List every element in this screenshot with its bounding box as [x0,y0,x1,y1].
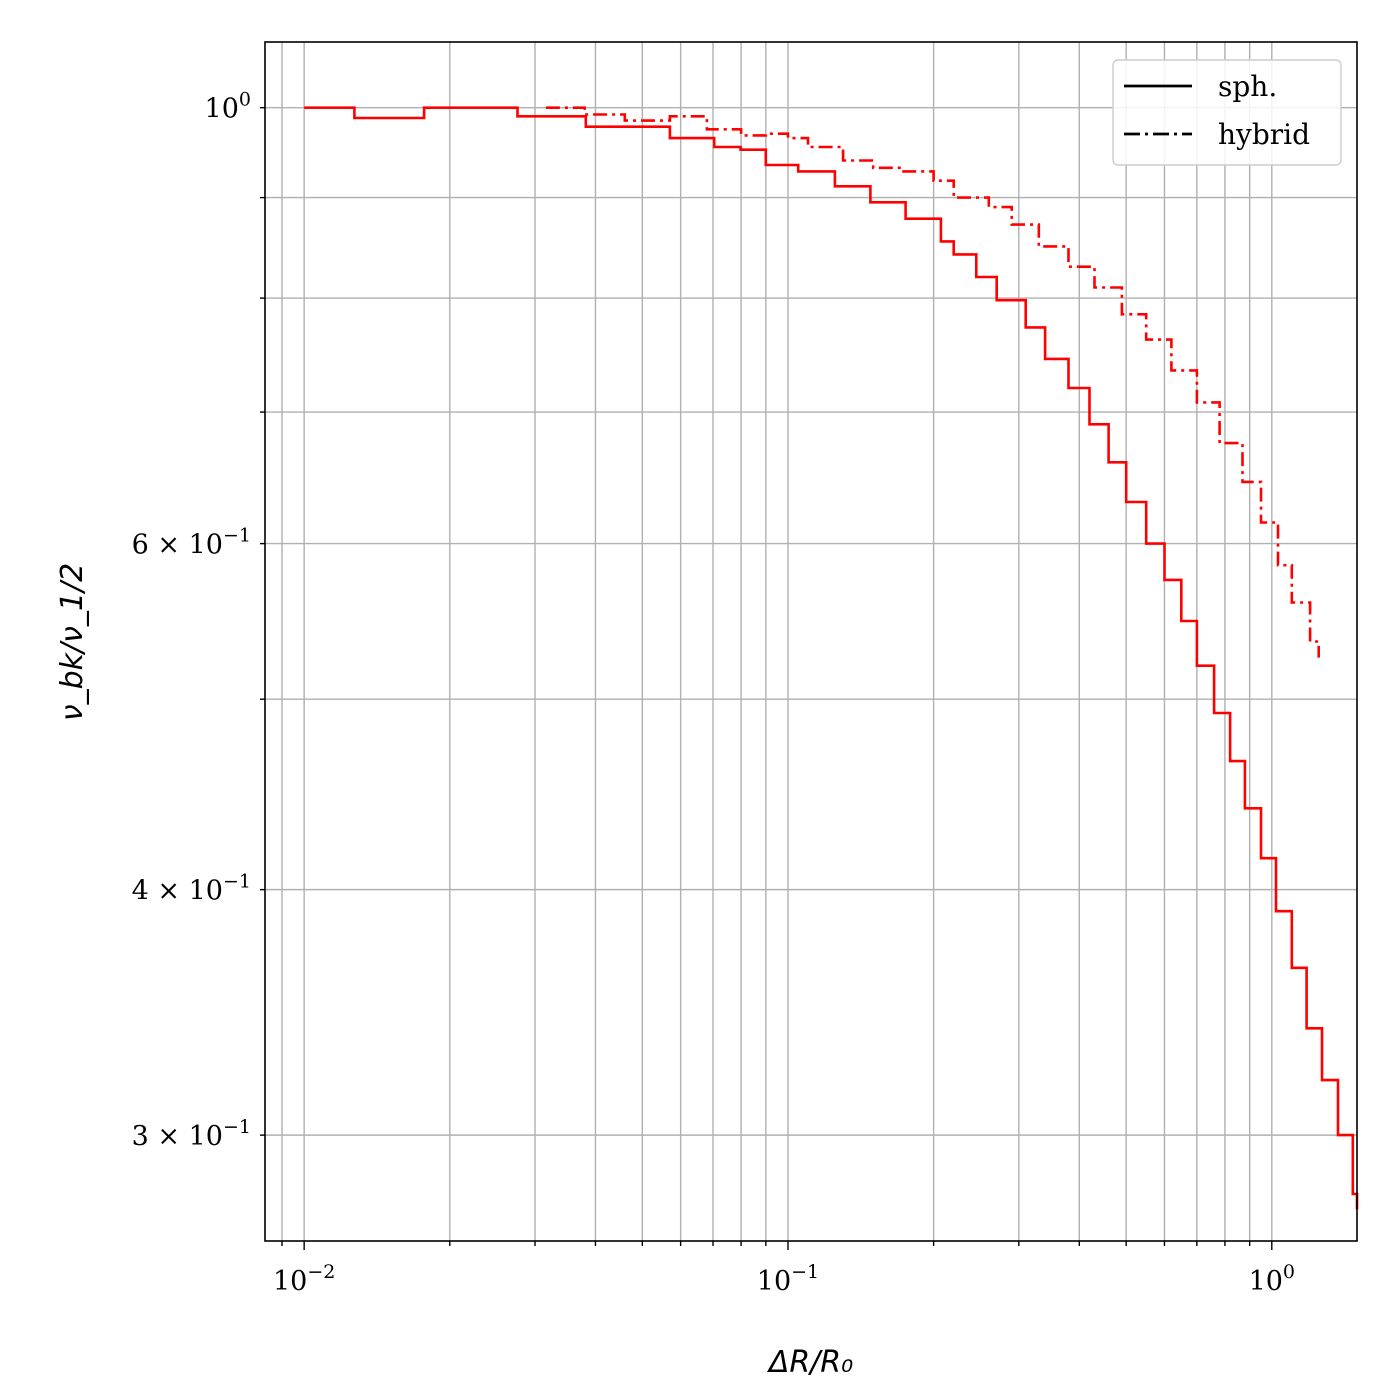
y-tick-base: 10 [189,530,223,561]
series-line-sph [304,106,1359,1210]
y-axis-label: ν_bk/ν_1/2 [55,563,90,721]
y-tick-label: 3 × 10−1 [132,1116,251,1152]
y-tick-mantissa: 3 × [132,1121,189,1152]
x-tick-base: 10 [1249,1266,1283,1297]
y-tick-base: 10 [189,1121,223,1152]
x-tick-label: 10−1 [757,1261,819,1297]
x-tick-base: 10 [273,1266,307,1297]
y-tick-label: 100 [205,89,251,125]
series-line-hybrid [545,106,1320,658]
y-tick-exponent: −1 [223,1116,251,1138]
legend: sph. hybrid [1112,59,1342,166]
y-tick-exponent: −1 [223,525,251,547]
y-tick-mantissa: 6 × [132,530,189,561]
series-layer [304,106,1359,1210]
x-tick-exponent: −1 [791,1261,819,1283]
x-axis-label: ΔR/R₀ [767,1345,853,1380]
x-tick-label: 10−2 [273,1261,335,1297]
grid [265,42,1357,1241]
y-tick-exponent: 0 [239,89,251,111]
y-tick-base: 10 [205,94,239,125]
x-tick-exponent: 0 [1283,1261,1295,1283]
plot-frame [264,41,1358,1242]
y-tick-mantissa: 4 × [132,876,189,907]
y-tick-exponent: −1 [223,871,251,893]
x-tick-base: 10 [757,1266,791,1297]
y-tick-label: 4 × 10−1 [132,871,251,907]
x-tick-label: 100 [1249,1261,1295,1297]
y-tick-base: 10 [189,876,223,907]
y-tick-label: 6 × 10−1 [132,525,251,561]
x-tick-exponent: −2 [307,1261,335,1283]
legend-label-sph: sph. [1218,70,1277,103]
legend-label-hybrid: hybrid [1218,118,1310,151]
